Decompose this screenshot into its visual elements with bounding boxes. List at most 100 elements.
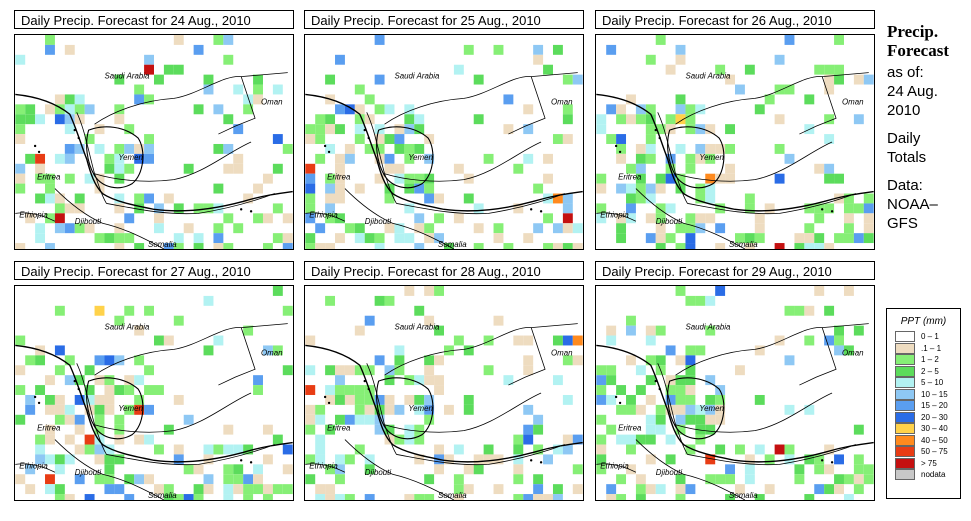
precip-cell: [705, 183, 716, 194]
precip-cell: [114, 203, 125, 214]
precip-cell: [665, 385, 676, 395]
precip-cell: [754, 213, 765, 224]
precip-cell: [305, 474, 316, 485]
precip-cell: [616, 153, 627, 164]
precip-cell: [533, 444, 544, 455]
legend-label: .1 – 1: [921, 343, 942, 353]
precip-cell: [596, 414, 607, 425]
island: [327, 150, 331, 154]
island: [77, 387, 80, 391]
precip-cell: [655, 223, 666, 234]
precip-cell: [843, 345, 854, 356]
precip-cell: [134, 84, 145, 95]
precip-cell: [335, 385, 345, 395]
precip-cell: [193, 44, 204, 55]
precip-cell: [305, 213, 316, 224]
precip-cell: [483, 365, 494, 376]
precip-cell: [45, 35, 55, 45]
precip-cell: [394, 434, 405, 445]
precip-cell: [394, 355, 405, 366]
precip-cell: [754, 223, 765, 234]
precip-cell: [665, 233, 676, 244]
precip-cell: [163, 243, 174, 249]
island: [37, 150, 41, 154]
panel-title: Daily Precip. Forecast for 24 Aug., 2010: [14, 10, 294, 29]
precip-cell: [233, 153, 244, 164]
precip-cell: [344, 414, 355, 425]
precip-cell: [814, 233, 825, 244]
precip-cell: [203, 295, 214, 306]
precip-cell: [315, 434, 326, 445]
yemen-governorates: [86, 377, 144, 440]
precip-cell: [572, 335, 583, 346]
precip-cell: [616, 494, 627, 500]
precip-cell: [635, 114, 646, 125]
precip-cell: [635, 484, 646, 495]
precip-cell: [513, 335, 524, 346]
precip-cell: [104, 355, 115, 366]
legend-swatch: [895, 377, 915, 389]
legend-item: .1 – 1: [895, 342, 960, 355]
precip-cell: [104, 474, 115, 485]
precip-cell: [533, 414, 544, 425]
country-border: [106, 444, 276, 466]
precip-cell: [354, 104, 365, 115]
precip-cell: [272, 134, 283, 144]
precip-cell: [685, 295, 696, 306]
precip-cell: [705, 295, 716, 306]
island: [614, 395, 618, 399]
precip-cell: [305, 124, 316, 135]
precip-cell: [533, 54, 544, 65]
precip-cell: [834, 173, 844, 184]
precip-cell: [394, 134, 405, 144]
country-border: [683, 473, 746, 500]
precip-cell: [404, 104, 415, 115]
precip-cell: [473, 203, 484, 214]
precip-cell: [15, 54, 26, 65]
panel-title: Daily Precip. Forecast for 27 Aug., 2010: [14, 261, 294, 280]
map-label-ethiopia: Ethiopia: [19, 210, 48, 219]
precip-cell: [282, 243, 293, 249]
forecast-panel-aug29: Daily Precip. Forecast for 29 Aug., 2010…: [595, 261, 875, 501]
precip-cell: [645, 434, 656, 445]
precip-cell: [74, 94, 85, 105]
country-border: [15, 212, 56, 222]
precip-cell: [364, 94, 375, 105]
precip-cell: [104, 163, 115, 174]
precip-cell: [543, 173, 553, 184]
precip-cell: [262, 484, 273, 495]
precip-cell: [725, 143, 735, 154]
precip-cell: [774, 54, 785, 65]
precip-cell: [834, 484, 844, 495]
precip-cell: [552, 375, 563, 386]
asof-line3: 2010: [887, 102, 921, 119]
data-line1: Data:: [887, 177, 923, 194]
precip-cell: [562, 444, 573, 455]
precip-cell: [15, 335, 26, 346]
country-border: [218, 76, 256, 135]
precip-cell: [35, 153, 46, 164]
precip-cell: [114, 243, 125, 249]
precip-cell: [784, 305, 795, 316]
precip-cell: [414, 114, 425, 125]
precip-cell: [685, 223, 696, 234]
precip-cell: [94, 233, 105, 244]
precip-cell: [853, 464, 864, 475]
precip-cell: [863, 474, 874, 485]
map-label-eritrea: Eritrea: [37, 424, 61, 433]
precip-cell: [863, 203, 874, 214]
precip-cell: [853, 424, 864, 435]
precip-cell: [272, 84, 283, 95]
precip-cell: [374, 233, 385, 244]
precip-cell: [374, 394, 385, 405]
map-label-djibouti: Djibouti: [656, 217, 683, 226]
country-border: [384, 72, 578, 125]
precip-cell: [315, 134, 326, 144]
precip-cell: [193, 243, 204, 249]
island: [37, 401, 41, 405]
island: [33, 395, 37, 399]
precip-cell: [655, 325, 666, 336]
precip-cell: [665, 345, 676, 356]
precip-cell: [253, 484, 263, 495]
precip-cell: [533, 474, 544, 485]
